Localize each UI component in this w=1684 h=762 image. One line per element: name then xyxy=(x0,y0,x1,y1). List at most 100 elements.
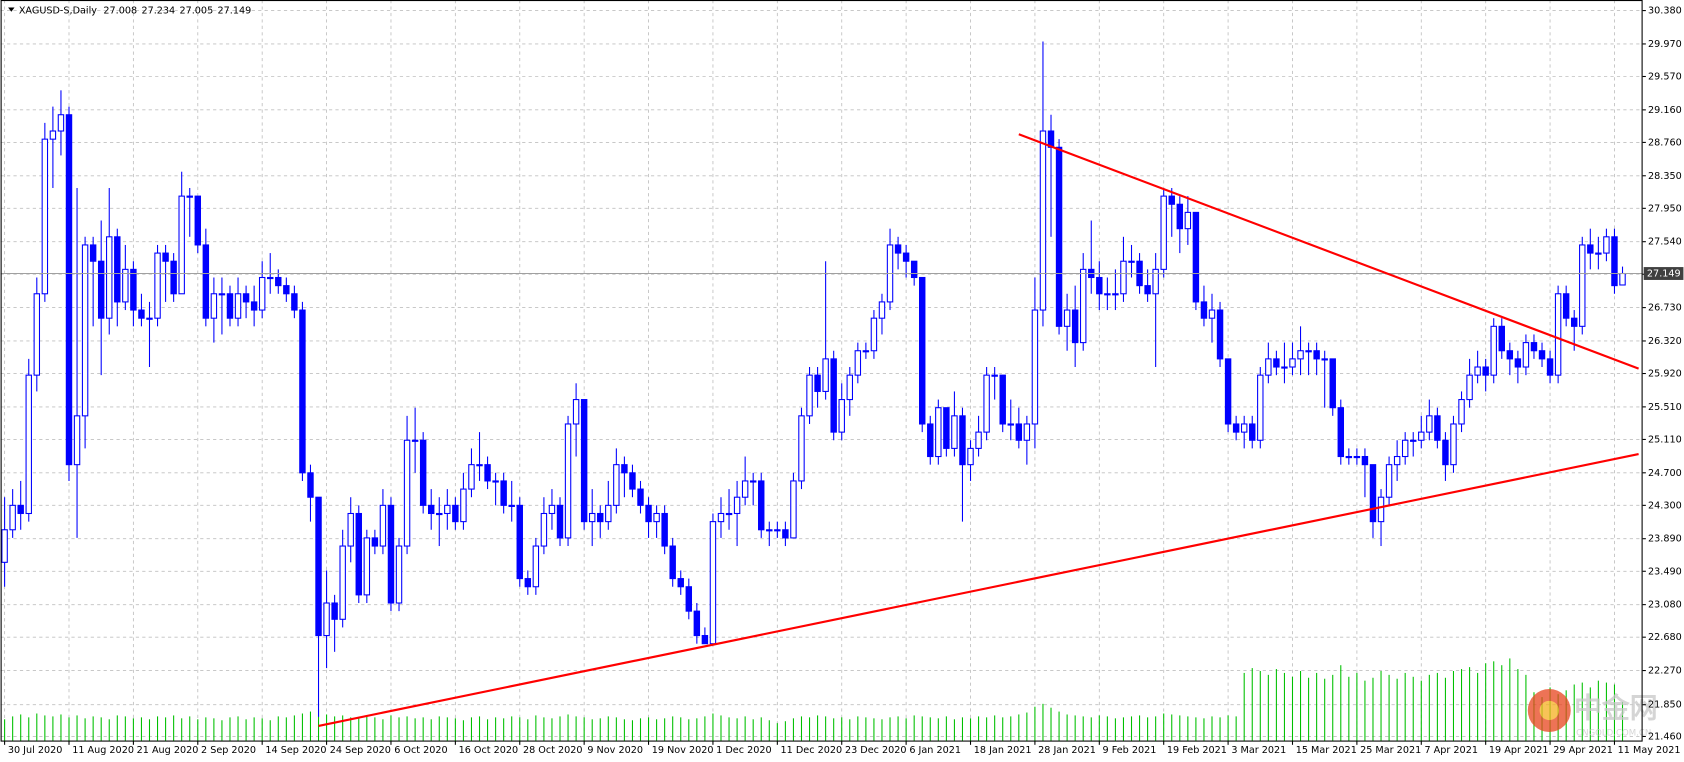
candle-body xyxy=(178,195,185,295)
candle-body xyxy=(999,374,1006,425)
candle-body xyxy=(122,268,129,303)
candle-body xyxy=(862,350,870,353)
candle-body xyxy=(975,431,982,449)
x-tick-label: 29 Apr 2021 xyxy=(1553,745,1613,756)
candle-body xyxy=(878,301,886,319)
candle-body xyxy=(331,602,338,620)
candle-body xyxy=(89,244,97,262)
x-tick-label: 28 Oct 2020 xyxy=(523,745,583,756)
candle-body xyxy=(218,293,226,296)
menu-arrow xyxy=(8,7,15,12)
candle-body xyxy=(943,407,950,449)
candle-body xyxy=(355,512,362,596)
candle-body xyxy=(186,195,193,198)
candle-body xyxy=(677,578,684,588)
candle-body xyxy=(588,512,596,523)
candle-body xyxy=(935,407,942,458)
candle-body xyxy=(902,252,910,262)
candle-body xyxy=(379,504,387,547)
candle-body xyxy=(597,512,604,523)
y-tick-label: 30.380 xyxy=(1648,6,1682,17)
candle-body xyxy=(484,464,491,482)
candle-body xyxy=(1466,374,1473,401)
candle-body xyxy=(1498,325,1505,352)
candle-body xyxy=(919,276,926,425)
close: 27.149 xyxy=(218,6,252,17)
candle-body xyxy=(1257,374,1264,441)
high: 27.234 xyxy=(141,6,175,17)
candle-body xyxy=(427,504,435,515)
x-tick-label: 2 Sep 2020 xyxy=(201,745,256,756)
candle-body xyxy=(613,464,620,506)
candle-body xyxy=(1353,455,1361,459)
candle-body xyxy=(283,285,290,295)
candle-body xyxy=(749,480,757,483)
trendline xyxy=(1018,133,1639,370)
candle-body xyxy=(1361,455,1369,466)
candle-body xyxy=(967,447,974,466)
candle-body xyxy=(323,602,330,637)
candle-body xyxy=(1570,317,1578,327)
candle-body xyxy=(701,635,709,645)
x-tick-label: 23 Dec 2020 xyxy=(845,745,907,756)
candle-body xyxy=(1385,464,1393,498)
candle-body xyxy=(162,252,169,262)
candle-body xyxy=(1071,309,1079,344)
candle-body xyxy=(347,512,354,547)
candle-body xyxy=(1458,399,1465,425)
candle-body xyxy=(395,545,403,604)
candle-body xyxy=(1079,268,1087,344)
candle-body xyxy=(1538,350,1546,360)
candle-body xyxy=(1152,268,1159,295)
candle-body xyxy=(275,276,282,287)
candle-body xyxy=(910,260,918,279)
candle-body xyxy=(637,488,644,506)
x-tick-label: 18 Jan 2021 xyxy=(974,745,1032,756)
x-tick-label: 14 Sep 2020 xyxy=(265,745,326,756)
candle-body xyxy=(1,529,8,563)
candle-body xyxy=(154,252,161,319)
y-tick-label: 23.890 xyxy=(1648,534,1682,545)
candle-body xyxy=(1401,439,1409,458)
candle-body xyxy=(661,512,668,547)
candle-body xyxy=(1096,276,1103,295)
low: 27.005 xyxy=(179,6,213,17)
candle-body xyxy=(299,309,306,474)
candle-body xyxy=(1273,358,1280,368)
candle-body xyxy=(717,512,725,523)
candles xyxy=(0,41,1643,717)
candle-body xyxy=(1369,464,1377,523)
y-tick-label: 29.970 xyxy=(1648,39,1682,50)
candle-body xyxy=(1482,366,1489,376)
x-tick-label: 19 Feb 2021 xyxy=(1167,745,1227,756)
candle-body xyxy=(838,399,845,433)
candle-body xyxy=(1216,309,1224,360)
candle-body xyxy=(146,317,153,320)
trendline xyxy=(318,453,1639,727)
candle-body xyxy=(210,293,218,319)
x-tick-label: 19 Apr 2021 xyxy=(1489,745,1549,756)
candle-body xyxy=(1232,423,1240,433)
candle-body xyxy=(371,537,379,547)
candle-body xyxy=(500,480,507,506)
candle-body xyxy=(1200,301,1208,319)
candle-body xyxy=(315,496,322,637)
candle-body xyxy=(814,374,821,392)
candle-body xyxy=(444,504,451,515)
candle-body xyxy=(1144,285,1151,295)
candle-body xyxy=(1289,358,1296,368)
x-tick-label: 7 Apr 2021 xyxy=(1425,745,1478,756)
y-tick-label: 27.540 xyxy=(1648,237,1682,248)
candle-body xyxy=(1120,260,1127,295)
candle-body xyxy=(65,114,73,466)
candle-body xyxy=(1345,455,1353,459)
x-tick-label: 11 Dec 2020 xyxy=(781,745,843,756)
candle-body xyxy=(202,244,210,319)
candle-body xyxy=(1587,244,1594,254)
candle-body xyxy=(605,504,612,523)
candle-body xyxy=(258,276,266,311)
candle-body xyxy=(307,472,314,498)
candle-body xyxy=(452,504,459,523)
candle-body xyxy=(798,415,805,482)
candle-body xyxy=(1039,130,1047,311)
